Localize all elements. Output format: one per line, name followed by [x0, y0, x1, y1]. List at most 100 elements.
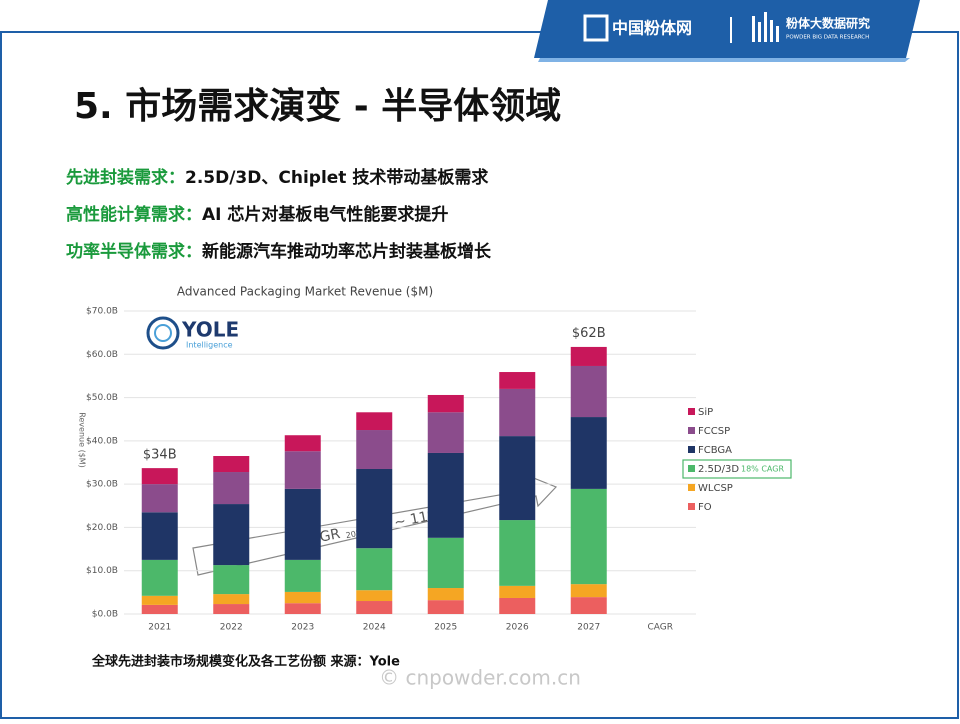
logo-name: YOLE — [181, 318, 239, 342]
bar-segment — [499, 372, 536, 389]
bullet-text: 2.5D/3D、Chiplet 技术带动基板需求 — [185, 167, 488, 188]
bullet-text: 新能源汽车推动功率芯片封装基板增长 — [202, 241, 492, 262]
bar-segment — [213, 472, 250, 505]
chart-title: Advanced Packaging Market Revenue ($M) — [177, 285, 433, 299]
slide-frame — [0, 31, 959, 719]
bar-segment — [570, 488, 607, 585]
logo: YOLE Intelligence — [146, 316, 239, 350]
legend-swatch — [688, 484, 695, 491]
bar-segment — [141, 468, 178, 485]
header-banner — [534, 0, 920, 58]
brand: 中国粉体网 — [612, 19, 692, 38]
bar-segment — [570, 417, 607, 489]
legend-label: FO — [698, 502, 712, 513]
brand2-icon — [752, 12, 779, 42]
bar-segment — [284, 451, 321, 489]
watermark: © cnpowder.com.cn — [379, 666, 581, 690]
bullet-label: 高性能计算需求： — [66, 204, 202, 225]
bar-segment — [141, 512, 178, 560]
logo-sub: Intelligence — [186, 341, 233, 350]
bullet: 先进封装需求：2.5D/3D、Chiplet 技术带动基板需求 — [66, 167, 488, 188]
brand2: 粉体大数据研究 — [786, 16, 870, 31]
y-tick-label: $0.0B — [92, 610, 118, 620]
legend-swatch — [688, 427, 695, 434]
bar-segment — [427, 537, 464, 589]
bullet-text: AI 芯片对基板电气性能要求提升 — [202, 204, 448, 225]
slide-title: 5. 市场需求演变 - 半导体领域 — [74, 85, 561, 127]
y-tick-label: $10.0B — [86, 566, 118, 576]
bar-segment — [356, 548, 393, 591]
bar-segment — [213, 456, 250, 473]
bar-segment — [141, 484, 178, 513]
data-label: $62B — [572, 326, 606, 341]
bar-segment — [570, 584, 607, 598]
bar-segment — [427, 588, 464, 601]
y-tick-label: $20.0B — [86, 523, 118, 533]
bullet-label: 功率半导体需求： — [66, 241, 202, 262]
legend-highlight — [682, 459, 792, 479]
bar-segment — [427, 452, 464, 538]
x-tick-label: 2023 — [291, 623, 314, 633]
bar-segment — [427, 394, 464, 413]
legend-label: 2.5D/3D — [698, 464, 739, 475]
bar-segment — [284, 488, 321, 560]
brand-icon — [583, 14, 609, 42]
bar-segment — [427, 412, 464, 453]
x-tick-label: 2025 — [434, 623, 457, 633]
legend-note: 18% CAGR — [741, 465, 784, 474]
legend-label: FCBGA — [698, 445, 732, 456]
bar-segment — [213, 594, 250, 605]
brand2-sub: POWDER BIG DATA RESEARCH — [786, 35, 869, 41]
bar-segment — [499, 388, 536, 437]
bar-segment — [427, 600, 464, 614]
bar-segment — [213, 604, 250, 614]
header-strip — [538, 58, 910, 62]
bar-segment — [141, 559, 178, 596]
legend-label: WLCSP — [698, 483, 733, 494]
bar-segment — [141, 595, 178, 605]
x-tick-label: 2021 — [148, 623, 171, 633]
bar-segment — [570, 346, 607, 366]
bullet-label: 先进封装需求： — [66, 167, 185, 188]
bar-segment — [141, 604, 178, 614]
bar-segment — [570, 597, 607, 614]
bar-segment — [356, 468, 393, 549]
legend-swatch — [688, 408, 695, 415]
caption: 全球先进封装市场规模变化及各工艺份额 来源：Yole — [91, 654, 400, 670]
x-tick-label: 2027 — [577, 623, 600, 633]
bar-segment — [356, 412, 393, 431]
y-tick-label: $40.0B — [86, 436, 118, 446]
y-tick-label: $70.0B — [86, 307, 118, 317]
legend-swatch — [688, 503, 695, 510]
bullet: 功率半导体需求：新能源汽车推动功率芯片封装基板增长 — [66, 241, 492, 262]
y-tick-label: $60.0B — [86, 350, 118, 360]
data-label: $34B — [143, 447, 177, 462]
y-tick-label: $30.0B — [86, 480, 118, 490]
legend-swatch — [688, 446, 695, 453]
bar-segment — [499, 436, 536, 521]
x-tick-label: 2024 — [363, 623, 386, 633]
bar-segment — [284, 591, 321, 604]
bar-segment — [213, 565, 250, 595]
bar-segment — [356, 590, 393, 602]
bullet: 高性能计算需求：AI 芯片对基板电气性能要求提升 — [66, 204, 448, 225]
legend-label: SiP — [698, 407, 713, 418]
legend-label: FCCSP — [698, 426, 730, 437]
bar-segment — [570, 365, 607, 418]
x-tick-label: 2026 — [506, 623, 529, 633]
bar-segment — [284, 435, 321, 452]
bar-segment — [284, 559, 321, 592]
bar-segment — [284, 603, 321, 614]
bar-segment — [499, 520, 536, 586]
bar-segment — [356, 430, 393, 469]
bar-segment — [213, 504, 250, 566]
legend-swatch — [688, 465, 695, 472]
bar-segment — [499, 585, 536, 598]
x-tick-label: 2022 — [220, 623, 243, 633]
y-axis-label: Revenue ($M) — [78, 412, 87, 468]
bar-segment — [499, 597, 536, 614]
x-tick-label: CAGR — [647, 623, 673, 633]
y-tick-label: $50.0B — [86, 393, 118, 403]
